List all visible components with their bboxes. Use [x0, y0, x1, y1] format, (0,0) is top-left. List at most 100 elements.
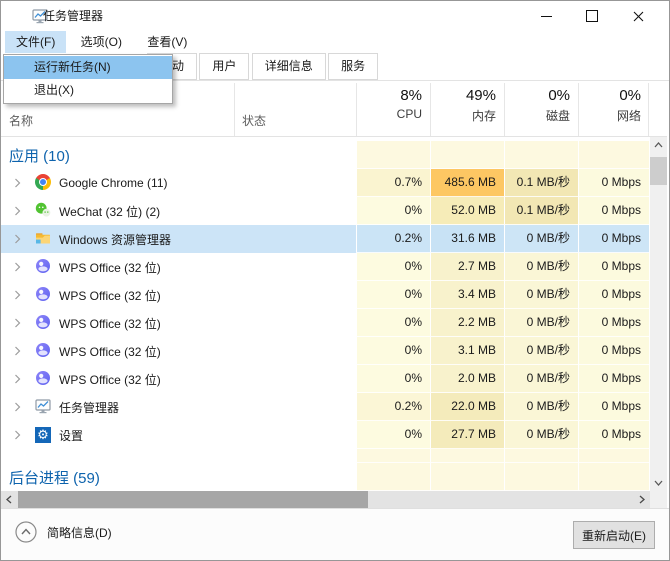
disk-cell: 0 MB/秒 — [504, 309, 578, 337]
vertical-scrollbar[interactable] — [650, 137, 667, 491]
process-name-area: ⚙ 设置 — [1, 421, 356, 449]
title-bar[interactable]: 任务管理器 — [1, 1, 669, 31]
memory-cell — [430, 449, 504, 463]
process-name-area: WPS Office (32 位) — [1, 337, 356, 365]
horizontal-scrollbar[interactable] — [1, 491, 650, 508]
process-table: 应用 (10) Google Chrome (11) 0.7% 485.6 MB 0.1… — [1, 137, 649, 491]
chevron-left-icon — [6, 495, 12, 504]
tab-details[interactable]: 详细信息 — [251, 53, 326, 80]
scroll-right-button[interactable] — [634, 491, 650, 508]
table-row[interactable]: ⚙ 设置 0% 27.7 MB 0 MB/秒 0 Mbps — [1, 421, 649, 449]
settings-icon: ⚙ — [24, 427, 51, 443]
scroll-left-button[interactable] — [1, 491, 17, 508]
wps-icon — [24, 258, 51, 277]
maximize-icon — [586, 10, 598, 22]
fewer-details-toggle[interactable]: 简略信息(D) — [15, 521, 112, 543]
menu-item-run-new-task[interactable]: 运行新任务(N) — [4, 56, 172, 79]
process-name-area: Google Chrome (11) — [1, 169, 356, 197]
table-row[interactable]: WPS Office (32 位) 0% 3.1 MB 0 MB/秒 0 Mbps — [1, 337, 649, 365]
network-cell: 0 Mbps — [578, 337, 649, 365]
disk-cell: 0 MB/秒 — [504, 253, 578, 281]
expand-chevron-icon[interactable] — [14, 290, 24, 300]
chevron-up-icon — [654, 142, 663, 148]
network-cell — [578, 463, 649, 491]
table-row[interactable]: Windows 资源管理器 0.2% 31.6 MB 0 MB/秒 0 Mbps — [1, 225, 649, 253]
disk-cell: 0 MB/秒 — [504, 393, 578, 421]
chevron-down-icon — [654, 480, 663, 486]
network-cell: 0 Mbps — [578, 309, 649, 337]
empty-name-area — [1, 449, 356, 463]
horizontal-scrollbar-thumb[interactable] — [18, 491, 368, 508]
vertical-scrollbar-thumb[interactable] — [650, 157, 667, 185]
process-name-area: 任务管理器 — [1, 393, 356, 421]
close-icon — [633, 11, 643, 21]
disk-cell: 0.1 MB/秒 — [504, 197, 578, 225]
wps-icon — [24, 342, 51, 361]
expand-chevron-icon[interactable] — [14, 430, 24, 440]
expand-chevron-icon[interactable] — [14, 374, 24, 384]
expand-chevron-icon[interactable] — [14, 206, 24, 216]
memory-cell: 2.0 MB — [430, 365, 504, 393]
cpu-cell: 0.2% — [356, 393, 430, 421]
table-row[interactable]: 任务管理器 0.2% 22.0 MB 0 MB/秒 0 Mbps — [1, 393, 649, 421]
tab-users[interactable]: 用户 — [199, 53, 250, 80]
scroll-down-button[interactable] — [650, 475, 667, 491]
table-row[interactable]: WPS Office (32 位) 0% 2.2 MB 0 MB/秒 0 Mbps — [1, 309, 649, 337]
column-header-disk[interactable]: 0% 磁盘 — [504, 87, 578, 135]
group-name-area: 后台进程 (59) — [1, 463, 356, 491]
memory-cell: 31.6 MB — [430, 225, 504, 253]
process-name: WPS Office (32 位) — [59, 372, 161, 387]
maximize-button[interactable] — [569, 1, 615, 31]
header-divider — [1, 136, 667, 137]
minimize-button[interactable] — [523, 1, 569, 31]
file-menu-dropdown: 运行新任务(N) 退出(X) — [3, 54, 173, 104]
table-row[interactable]: WPS Office (32 位) 0% 2.0 MB 0 MB/秒 0 Mbps — [1, 365, 649, 393]
menu-item-exit[interactable]: 退出(X) — [34, 83, 74, 97]
table-row[interactable]: WPS Office (32 位) 0% 2.7 MB 0 MB/秒 0 Mbps — [1, 253, 649, 281]
memory-cell: 27.7 MB — [430, 421, 504, 449]
expand-chevron-icon[interactable] — [14, 262, 24, 272]
network-cell: 0 Mbps — [578, 281, 649, 309]
menu-view[interactable]: 查看(V) — [147, 35, 188, 49]
tab-services[interactable]: 服务 — [328, 53, 379, 80]
cpu-cell: 0% — [356, 421, 430, 449]
expand-chevron-icon[interactable] — [14, 402, 24, 412]
menu-file[interactable]: 文件(F) — [5, 31, 67, 53]
disk-cell: 0 MB/秒 — [504, 337, 578, 365]
process-name: WPS Office (32 位) — [59, 260, 161, 275]
restart-button[interactable]: 重新启动(E) — [573, 521, 655, 549]
column-header-cpu[interactable]: 8% CPU — [356, 87, 430, 135]
memory-cell: 2.7 MB — [430, 253, 504, 281]
memory-cell — [430, 141, 504, 169]
process-name-area: WPS Office (32 位) — [1, 281, 356, 309]
column-header-name[interactable]: 名称 — [9, 114, 34, 128]
expand-chevron-icon[interactable] — [14, 178, 24, 188]
table-row[interactable]: Google Chrome (11) 0.7% 485.6 MB 0.1 MB/秒 0 … — [1, 169, 649, 197]
memory-cell: 52.0 MB — [430, 197, 504, 225]
header-separator — [578, 83, 579, 136]
process-name-area: WeChat (32 位) (2) — [1, 197, 356, 225]
network-cell — [578, 449, 649, 463]
wps-icon — [24, 314, 51, 333]
table-row[interactable]: WPS Office (32 位) 0% 3.4 MB 0 MB/秒 0 Mbps — [1, 281, 649, 309]
network-cell: 0 Mbps — [578, 393, 649, 421]
expand-chevron-icon[interactable] — [14, 346, 24, 356]
close-button[interactable] — [615, 1, 661, 31]
expand-chevron-icon[interactable] — [14, 318, 24, 328]
group-header-row[interactable]: 后台进程 (59) — [1, 463, 649, 491]
disk-column-label: 磁盘 — [545, 109, 570, 123]
menu-options[interactable]: 选项(O) — [80, 35, 122, 49]
process-name: WPS Office (32 位) — [59, 288, 161, 303]
column-header-network[interactable]: 0% 网络 — [578, 87, 649, 135]
footer-bar: 简略信息(D) 重新启动(E) — [1, 508, 669, 560]
column-header-status[interactable]: 状态 — [242, 114, 267, 128]
process-name-area: WPS Office (32 位) — [1, 253, 356, 281]
expand-chevron-icon[interactable] — [14, 234, 24, 244]
scroll-up-button[interactable] — [650, 137, 667, 153]
group-header-row[interactable]: 应用 (10) — [1, 141, 649, 169]
disk-cell: 0 MB/秒 — [504, 225, 578, 253]
scrollbar-corner — [650, 491, 667, 508]
cpu-cell — [356, 449, 430, 463]
table-row[interactable]: WeChat (32 位) (2) 0% 52.0 MB 0.1 MB/秒 0 Mbps — [1, 197, 649, 225]
column-header-memory[interactable]: 49% 内存 — [430, 87, 504, 135]
